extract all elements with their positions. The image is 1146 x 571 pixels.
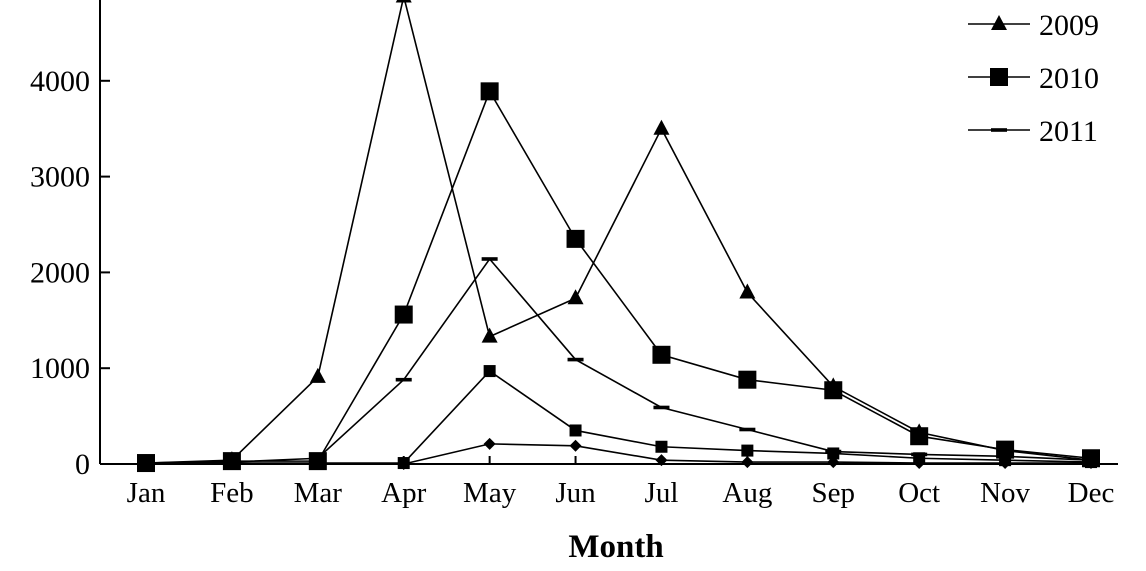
data-point-square (394, 305, 413, 324)
data-point-square (824, 381, 843, 400)
series-line (145, 0, 1092, 464)
data-point-diamond (569, 439, 582, 452)
x-axis-title: Month (568, 529, 663, 565)
data-point-diamond (140, 458, 152, 470)
data-point-small-square (569, 424, 582, 437)
x-tick-label: Sep (812, 477, 856, 509)
x-tick-label: Apr (381, 477, 426, 509)
data-point-small-square (827, 447, 840, 460)
data-point-triangle (309, 367, 326, 383)
data-point-diamond (397, 458, 410, 470)
series-line (145, 370, 1092, 465)
x-tick-label: Feb (210, 477, 254, 509)
x-tick-label: Jul (645, 477, 679, 509)
data-point-diamond (655, 454, 668, 467)
series-2009 (138, 0, 1099, 470)
legend-label: 2011 (1039, 115, 1098, 148)
series-line (145, 89, 1092, 464)
data-point-diamond (311, 458, 324, 470)
series-line (146, 443, 1091, 465)
y-axis-ticks: 0 1000 2000 3000 4000 (30, 65, 110, 481)
y-tick-label: 0 (75, 448, 90, 481)
data-point-square (990, 68, 1008, 86)
data-point-square (652, 345, 671, 364)
data-point-triangle (481, 327, 498, 343)
data-point-diamond (913, 457, 926, 470)
data-point-dash (991, 128, 1007, 132)
y-tick-label: 2000 (30, 256, 90, 289)
x-tick-label: Mar (294, 477, 343, 509)
y-tick-label: 3000 (30, 161, 90, 194)
data-point-dash (653, 405, 670, 410)
data-point-dash (481, 257, 498, 261)
x-tick-label: Oct (898, 477, 940, 509)
data-point-dash (739, 427, 756, 432)
data-point-triangle (395, 0, 412, 3)
data-point-diamond (483, 437, 496, 450)
x-tick-label: Nov (980, 477, 1030, 509)
series-unlabeled-3 (140, 365, 1097, 470)
x-tick-label: May (463, 477, 517, 509)
legend: 2009 2010 2011 (968, 9, 1099, 148)
data-point-square (738, 370, 757, 389)
data-point-triangle (567, 289, 584, 305)
data-point-dash (395, 377, 412, 382)
legend-item-2011: 2011 (968, 115, 1098, 148)
series-line (145, 257, 1092, 464)
data-point-triangle (739, 283, 756, 299)
x-tick-label: Jan (127, 477, 166, 509)
data-point-diamond (225, 458, 238, 470)
series-group (137, 0, 1100, 473)
legend-label: 2009 (1039, 9, 1099, 42)
series-2010 (137, 82, 1100, 473)
series-2011 (138, 257, 1099, 465)
legend-item-2009: 2009 (968, 9, 1099, 42)
data-point-square (566, 229, 585, 248)
data-point-diamond (999, 457, 1012, 470)
y-tick-label: 4000 (30, 65, 90, 98)
data-point-diamond (827, 456, 840, 469)
x-tick-label: Jun (555, 477, 596, 509)
data-point-small-square (741, 444, 754, 457)
data-point-small-square (655, 440, 668, 453)
data-point-small-square (483, 365, 496, 378)
data-point-square (996, 440, 1015, 459)
data-point-dash (567, 357, 584, 362)
x-axis-ticks: Jan Feb Mar Apr May Jun Jul Aug Sep Oct Nov Dec (127, 456, 1115, 509)
data-point-square (910, 427, 929, 446)
y-tick-label: 1000 (30, 352, 90, 385)
x-tick-label: Aug (722, 477, 772, 509)
legend-label: 2010 (1039, 62, 1099, 95)
legend-item-2010: 2010 (968, 62, 1099, 95)
x-tick-label: Dec (1068, 477, 1115, 509)
data-point-triangle (991, 15, 1007, 30)
data-point-triangle (653, 119, 670, 135)
data-point-square (480, 82, 499, 101)
data-point-diamond (1085, 457, 1097, 470)
data-point-diamond (741, 456, 754, 469)
series-unlabeled-4 (140, 437, 1097, 470)
